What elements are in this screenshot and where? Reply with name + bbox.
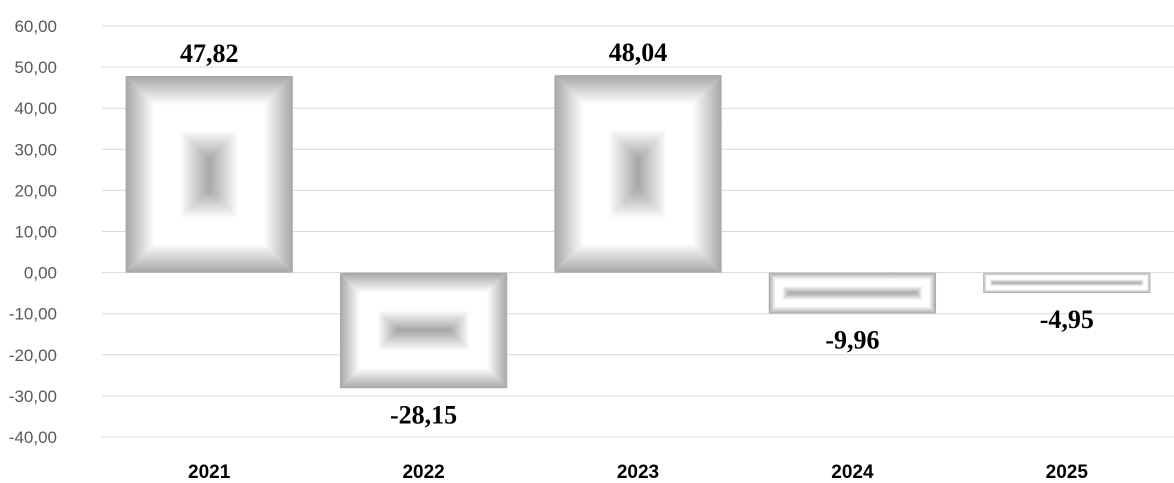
y-tick-label: 20,00 bbox=[14, 181, 57, 200]
data-label: 48,04 bbox=[609, 38, 668, 67]
y-tick-label: 60,00 bbox=[14, 17, 57, 36]
bar bbox=[125, 76, 293, 273]
x-tick-label: 2021 bbox=[188, 462, 231, 483]
y-tick-label: 50,00 bbox=[14, 58, 57, 77]
y-tick-label: 10,00 bbox=[14, 223, 57, 242]
data-label: 47,82 bbox=[180, 39, 239, 68]
bar bbox=[768, 272, 937, 314]
bars bbox=[125, 75, 1151, 389]
y-tick-label: -30,00 bbox=[9, 387, 57, 406]
x-tick-label: 2025 bbox=[1046, 462, 1089, 483]
y-tick-label: -40,00 bbox=[9, 428, 57, 447]
data-labels: 47,82 -28,15 48,04 -9,96 -4,95 bbox=[180, 38, 1094, 429]
y-tick-label: 0,00 bbox=[24, 264, 57, 283]
bar bbox=[983, 272, 1151, 293]
y-tick-label: 30,00 bbox=[14, 140, 57, 159]
y-tick-label: -10,00 bbox=[9, 305, 57, 324]
x-tick-label: 2023 bbox=[617, 462, 659, 483]
x-tick-label: 2022 bbox=[402, 462, 444, 483]
y-tick-label: 40,00 bbox=[14, 99, 57, 118]
y-tick-label: -20,00 bbox=[9, 346, 57, 365]
x-axis: 2021 2022 2023 2024 2025 bbox=[188, 462, 1088, 483]
data-label: -28,15 bbox=[390, 400, 457, 429]
bar bbox=[554, 75, 722, 273]
x-tick-label: 2024 bbox=[831, 462, 874, 483]
y-axis: 60,00 50,00 40,00 30,00 20,00 10,00 0,00 -10,00… bbox=[9, 17, 57, 447]
bar bbox=[339, 272, 508, 389]
data-label: -4,95 bbox=[1040, 305, 1094, 334]
data-label: -9,96 bbox=[825, 326, 879, 355]
